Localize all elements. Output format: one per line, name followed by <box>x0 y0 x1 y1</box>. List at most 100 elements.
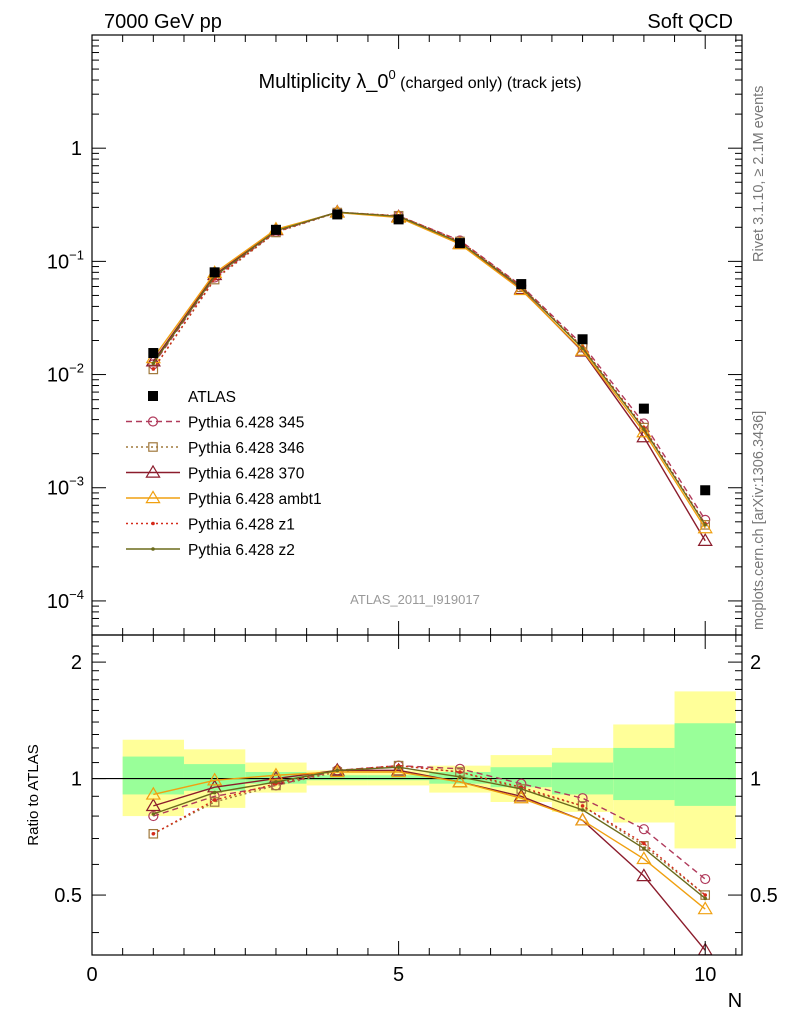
main-series-1-point-0 <box>148 364 159 375</box>
ratio-series-5-point-7 <box>580 808 585 812</box>
main-series-4-point-0 <box>151 367 156 371</box>
ratio-series-2-point-8 <box>636 868 652 882</box>
ratio-series-4-point-8 <box>642 841 646 846</box>
atlas-point-2 <box>270 224 281 235</box>
ratio-series-1-point-6 <box>516 784 527 794</box>
ratio-y-label: Ratio to ATLAS <box>25 744 42 845</box>
ratio-series-1-point-0 <box>148 828 159 839</box>
legend-label-6: Pythia 6.428 z2 <box>188 542 295 559</box>
ratio-series-3-point-6 <box>513 790 529 804</box>
legend-label-1: Pythia 6.428 345 <box>188 415 304 432</box>
ratio-series-5-point-8 <box>642 846 646 851</box>
main-plot: 10−4 10−3 10−2 10−1 1 <box>47 34 743 636</box>
ratio-series-0-point-7 <box>577 793 588 804</box>
atlas-point-8 <box>638 403 649 414</box>
legend-marker-6 <box>151 547 155 551</box>
legend-marker-1 <box>147 416 159 427</box>
ratio-series-5-point-9 <box>703 896 708 901</box>
main-series-5-point-7 <box>580 346 585 350</box>
ratio-series-2-point-4 <box>390 762 407 776</box>
main-series-3-point-8 <box>636 424 652 438</box>
ratio-series-line-4 <box>152 764 706 896</box>
main-series-2-point-9 <box>697 532 713 546</box>
ratio-ytick-label-right-2: 2 <box>750 652 761 674</box>
watermark: ATLAS_2011_I919017 <box>350 592 480 607</box>
x-axis-label: N <box>728 990 742 1012</box>
rivet-label: Rivet 3.1.10, ≥ 2.1M events <box>751 86 767 262</box>
legend-label-0: ATLAS <box>188 389 236 406</box>
ratio-series-0-point-8 <box>638 824 649 835</box>
main-ytick-label-3: 10−1 <box>47 247 84 273</box>
atlas-point-3 <box>332 209 343 220</box>
ratio-series-line-1 <box>152 764 706 896</box>
band-green-9 <box>674 723 736 806</box>
ratio-series-3-point-9 <box>697 901 713 915</box>
ratio-series-5-point-5 <box>458 775 462 779</box>
ratio-series-3-point-5 <box>452 774 468 788</box>
band-green-8 <box>613 747 675 801</box>
ratio-series-2-point-3 <box>329 762 345 776</box>
ratio-series-5-point-4 <box>396 765 401 770</box>
main-series-2-point-0 <box>145 353 161 367</box>
main-ytick-label-2: 10−2 <box>47 361 84 387</box>
ratio-series-2-point-6 <box>513 788 529 802</box>
legend-label-2: Pythia 6.428 346 <box>188 440 304 457</box>
band-green-2 <box>245 771 307 784</box>
ratio-series-2-point-0 <box>145 798 161 812</box>
legend-marker-2 <box>148 442 158 452</box>
ratio-series-4-point-7 <box>580 804 585 808</box>
ratio-ytick-label-left-0: 0.5 <box>54 885 82 907</box>
ratio-series-5-point-3 <box>335 768 340 773</box>
ratio-ytick-label-left-1: 1 <box>71 769 82 791</box>
main-series-5-point-9 <box>703 523 708 527</box>
ratio-series-5-point-6 <box>519 787 524 791</box>
main-series-line-4 <box>152 211 706 525</box>
header-left: 7000 GeV pp <box>104 11 222 33</box>
atlas-point-0 <box>148 348 159 359</box>
main-series-3-point-7 <box>574 342 591 356</box>
ratio-series-0-point-9 <box>700 873 711 885</box>
ratio-series-line-0 <box>153 764 706 880</box>
atlas-point-5 <box>454 238 465 249</box>
xtick-label-1: 5 <box>393 964 404 986</box>
ratio-series-3-point-2 <box>268 767 284 781</box>
ratio-series-4-point-9 <box>703 893 708 897</box>
ratio-series-3-point-0 <box>145 786 161 800</box>
ratio-ytick-label-right-1: 1 <box>750 769 761 791</box>
ratio-ytick-label-right-0: 0.5 <box>750 885 778 907</box>
ratio-series-5-point-0 <box>151 812 156 816</box>
main-title: Multiplicity λ_00 (charged only) (track … <box>258 67 581 93</box>
xtick-label-0: 0 <box>86 964 97 986</box>
band-green-3 <box>306 775 368 781</box>
main-series-line-5 <box>152 211 706 526</box>
main-ytick-label-1: 10−3 <box>47 474 84 500</box>
ratio-plot: 0.5 0.5 1 1 2 2 0 5 10 <box>54 634 778 986</box>
mcplots-label: mcplots.cern.ch [arXiv:1306.3436] <box>751 411 767 630</box>
band-green-1 <box>183 764 246 791</box>
ratio-series-line-2 <box>153 769 706 951</box>
atlas-point-7 <box>577 334 588 345</box>
atlas-point-9 <box>700 485 711 496</box>
ratio-series-5-point-2 <box>274 780 278 784</box>
atlas-point-1 <box>209 267 220 278</box>
main-ytick-label-0: 10−4 <box>47 587 84 613</box>
ratio-series-3-point-4 <box>390 764 407 778</box>
legend-marker-4 <box>145 490 161 504</box>
ratio-series-4-point-0 <box>151 831 156 836</box>
ratio-series-0-point-0 <box>148 810 159 822</box>
main-ytick-label-4: 1 <box>71 138 82 160</box>
main-series-line-3 <box>152 211 706 529</box>
ratio-series-line-5 <box>153 766 706 899</box>
ratio-series-3-point-7 <box>574 812 591 826</box>
legend-label-4: Pythia 6.428 ambt1 <box>188 491 322 508</box>
band-green-4 <box>367 775 430 781</box>
ratio-ytick-label-left-2: 2 <box>71 652 82 674</box>
ratio-series-4-point-1 <box>212 798 217 802</box>
ratio-series-line-3 <box>153 771 706 910</box>
ratio-frame <box>91 634 743 956</box>
legend-marker-0 <box>148 391 158 401</box>
ratio-series-5-point-1 <box>212 790 217 795</box>
legend-marker-3 <box>145 464 161 478</box>
legend-label-3: Pythia 6.428 370 <box>188 466 305 483</box>
